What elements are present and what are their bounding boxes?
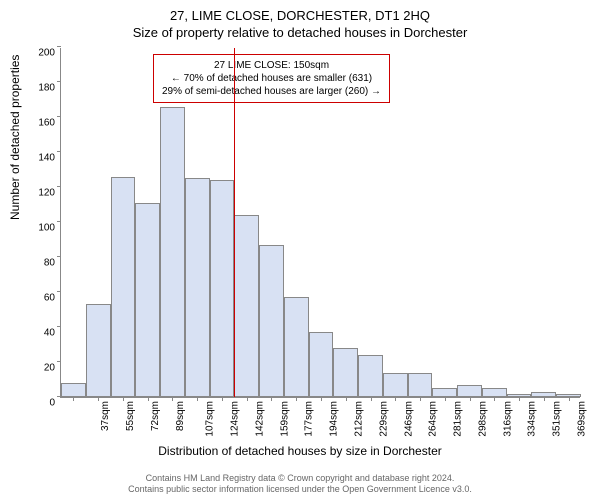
- y-tick-mark: [57, 151, 61, 152]
- x-tick-label: 298sqm: [477, 401, 488, 437]
- y-tick-label: 0: [49, 398, 61, 409]
- reference-line: [234, 48, 235, 397]
- y-tick-mark: [57, 221, 61, 222]
- y-tick-label: 160: [38, 118, 61, 129]
- x-tick-label: 246sqm: [403, 401, 414, 437]
- x-tick-mark: [470, 397, 471, 401]
- y-axis-label: Number of detached properties: [8, 55, 22, 220]
- bar: [61, 383, 86, 397]
- x-tick-label: 212sqm: [354, 401, 365, 437]
- x-tick-label: 194sqm: [329, 401, 340, 437]
- annotation-box: 27 LIME CLOSE: 150sqm ← 70% of detached …: [153, 54, 390, 103]
- y-tick-mark: [57, 81, 61, 82]
- bar: [284, 297, 309, 397]
- y-tick-mark: [57, 291, 61, 292]
- x-tick-label: 264sqm: [428, 401, 439, 437]
- x-tick-label: 107sqm: [205, 401, 216, 437]
- annotation-line3: 29% of semi-detached houses are larger (…: [162, 85, 381, 98]
- bar: [210, 180, 235, 397]
- x-tick-label: 89sqm: [175, 401, 186, 431]
- y-tick-mark: [57, 46, 61, 47]
- annotation-line2: ← 70% of detached houses are smaller (63…: [162, 72, 381, 85]
- x-tick-mark: [172, 397, 173, 401]
- x-tick-label: 124sqm: [230, 401, 241, 437]
- x-tick-mark: [123, 397, 124, 401]
- footer-line1: Contains HM Land Registry data © Crown c…: [0, 473, 600, 485]
- x-tick-mark: [445, 397, 446, 401]
- x-tick-mark: [271, 397, 272, 401]
- x-tick-label: 55sqm: [125, 401, 136, 431]
- bar: [259, 245, 284, 397]
- y-tick-label: 140: [38, 153, 61, 164]
- bar: [309, 332, 334, 397]
- x-tick-mark: [420, 397, 421, 401]
- x-tick-label: 37sqm: [100, 401, 111, 431]
- footer-line2: Contains public sector information licen…: [0, 484, 600, 496]
- x-tick-mark: [321, 397, 322, 401]
- x-tick-mark: [346, 397, 347, 401]
- y-tick-mark: [57, 116, 61, 117]
- y-tick-mark: [57, 256, 61, 257]
- chart-container: 27, LIME CLOSE, DORCHESTER, DT1 2HQ Size…: [0, 0, 600, 500]
- y-tick-label: 60: [44, 293, 61, 304]
- x-tick-label: 369sqm: [576, 401, 587, 437]
- x-tick-label: 229sqm: [378, 401, 389, 437]
- x-tick-mark: [73, 397, 74, 401]
- x-tick-mark: [395, 397, 396, 401]
- annotation-line1: 27 LIME CLOSE: 150sqm: [162, 59, 381, 72]
- y-tick-label: 80: [44, 258, 61, 269]
- x-tick-mark: [519, 397, 520, 401]
- x-tick-label: 72sqm: [150, 401, 161, 431]
- bar: [185, 178, 210, 397]
- bar: [432, 388, 457, 397]
- x-tick-mark: [569, 397, 570, 401]
- x-tick-label: 177sqm: [304, 401, 315, 437]
- bar: [408, 373, 433, 398]
- bar: [111, 177, 136, 398]
- bar: [457, 385, 482, 397]
- x-tick-label: 159sqm: [279, 401, 290, 437]
- plot-area: 27 LIME CLOSE: 150sqm ← 70% of detached …: [60, 48, 580, 398]
- x-tick-mark: [98, 397, 99, 401]
- footer: Contains HM Land Registry data © Crown c…: [0, 473, 600, 496]
- x-tick-mark: [544, 397, 545, 401]
- bar: [333, 348, 358, 397]
- bar: [160, 107, 185, 398]
- bar: [383, 373, 408, 398]
- y-tick-label: 100: [38, 223, 61, 234]
- x-tick-label: 142sqm: [255, 401, 266, 437]
- bar: [234, 215, 259, 397]
- y-tick-label: 200: [38, 48, 61, 59]
- bar: [358, 355, 383, 397]
- bar: [86, 304, 111, 397]
- bar: [482, 388, 507, 397]
- chart-subtitle: Size of property relative to detached ho…: [0, 23, 600, 40]
- y-tick-mark: [57, 326, 61, 327]
- y-tick-label: 180: [38, 83, 61, 94]
- x-tick-mark: [296, 397, 297, 401]
- y-tick-label: 40: [44, 328, 61, 339]
- chart-title: 27, LIME CLOSE, DORCHESTER, DT1 2HQ: [0, 0, 600, 23]
- bar: [135, 203, 160, 397]
- y-tick-mark: [57, 186, 61, 187]
- x-tick-mark: [494, 397, 495, 401]
- x-tick-label: 281sqm: [453, 401, 464, 437]
- x-tick-mark: [247, 397, 248, 401]
- x-tick-label: 334sqm: [527, 401, 538, 437]
- x-tick-mark: [371, 397, 372, 401]
- y-tick-label: 120: [38, 188, 61, 199]
- y-tick-label: 20: [44, 363, 61, 374]
- x-tick-mark: [197, 397, 198, 401]
- y-tick-mark: [57, 361, 61, 362]
- x-tick-label: 351sqm: [552, 401, 563, 437]
- x-tick-mark: [148, 397, 149, 401]
- x-axis-label: Distribution of detached houses by size …: [0, 444, 600, 458]
- x-tick-mark: [222, 397, 223, 401]
- x-tick-label: 316sqm: [502, 401, 513, 437]
